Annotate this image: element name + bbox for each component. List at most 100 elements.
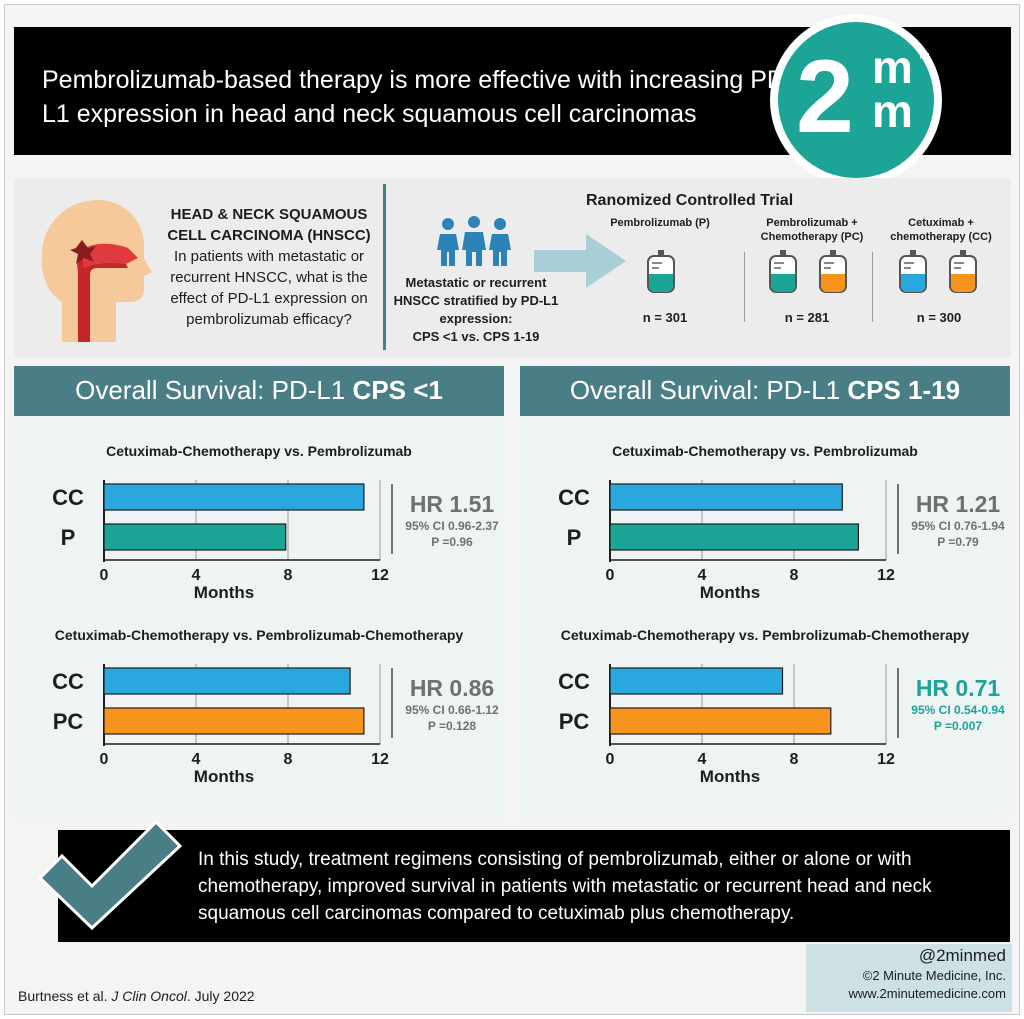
logo-badge [778, 22, 934, 178]
bar [609, 523, 859, 551]
arm-separator [872, 252, 873, 322]
stratification-groups: CPS <1 vs. CPS 1-19 [412, 329, 540, 344]
social-handle: @2minmed [918, 946, 1006, 965]
confidence-interval: 95% CI 0.66-1.12 [405, 703, 499, 717]
question-title: HEAD & NECK SQUAMOUS CELL CARCINOMA (HNS… [167, 206, 371, 244]
study-overview-panel: HEAD & NECK SQUAMOUS CELL CARCINOMA (HNS… [14, 178, 1011, 358]
checkmark-icon [37, 820, 183, 930]
section-divider [383, 184, 386, 350]
x-tick-label: 4 [192, 751, 201, 768]
citation-authors: Burtness et al. [18, 988, 112, 1004]
citation-journal: J Clin Oncol [111, 988, 187, 1004]
citation-date: . July 2022 [186, 988, 255, 1004]
x-tick-label: 12 [877, 751, 895, 768]
category-label: PC [53, 709, 84, 734]
comparison-title: Cetuximab-Chemotherapy vs. Pembrolizumab [106, 443, 412, 459]
conclusion-text: In this study, treatment regimens consis… [198, 849, 932, 924]
x-tick-label: 8 [790, 567, 799, 584]
x-axis-label: Months [700, 767, 760, 786]
stratification-text: Metastatic or recurrent HNSCC stratified… [392, 274, 560, 346]
x-tick-label: 4 [192, 567, 201, 584]
arm-separator [744, 252, 745, 322]
category-label: P [567, 525, 582, 550]
p-value: P =0.128 [428, 719, 476, 733]
bar [103, 667, 351, 695]
x-tick-label: 8 [284, 751, 293, 768]
logo-trademark: TM [918, 52, 930, 61]
panel-title: Overall Survival: PD-L1 CPS <1 [14, 366, 504, 416]
comparison-title: Cetuximab-Chemotherapy vs. Pembrolizumab… [561, 627, 970, 643]
p-value: P =0.96 [431, 535, 473, 549]
x-tick-label: 4 [698, 751, 707, 768]
x-tick-label: 8 [284, 567, 293, 584]
citation: Burtness et al. J Clin Oncol. July 2022 [18, 988, 255, 1004]
panel-title-prefix: Overall Survival: PD-L1 [75, 375, 353, 405]
arrow-right-icon [534, 234, 626, 288]
iv-bag-teal-icon [647, 250, 675, 293]
x-tick-label: 12 [371, 567, 389, 584]
confidence-interval: 95% CI 0.96-2.37 [405, 519, 499, 533]
x-tick-label: 0 [100, 567, 109, 584]
x-tick-label: 0 [100, 751, 109, 768]
x-tick-label: 0 [606, 567, 615, 584]
arm-cetuximab-chemo-label: Cetuximab + chemotherapy (CC) [880, 216, 1002, 244]
patients-group-icon [437, 216, 511, 266]
panel-title-bold: CPS 1-19 [847, 375, 961, 405]
page-title: Pembrolizumab-based therapy is more effe… [42, 66, 794, 128]
website-link[interactable]: www.2minutemedicine.com [848, 986, 1006, 1001]
footer-brand-box: @2minmed ©2 Minute Medicine, Inc. www.2m… [806, 944, 1012, 1012]
research-question: HEAD & NECK SQUAMOUS CELL CARCINOMA (HNS… [154, 204, 384, 330]
iv-bag-orange-icon [949, 250, 977, 293]
arm-label-line: Pembrolizumab + [766, 217, 858, 229]
x-tick-label: 12 [371, 751, 389, 768]
x-tick-label: 0 [606, 751, 615, 768]
head-profile-icon [41, 200, 152, 342]
survival-chart: Cetuximab-Chemotherapy vs. Pembrolizumab… [558, 443, 1005, 786]
x-axis-label: Months [194, 767, 254, 786]
iv-bag-blue-icon [899, 250, 927, 293]
arm-pembro-chemo-label: Pembrolizumab + Chemotherapy (PC) [744, 216, 880, 244]
p-value: P =0.007 [934, 719, 982, 733]
category-label: CC [52, 485, 84, 510]
panel-title-prefix: Overall Survival: PD-L1 [569, 375, 848, 405]
p-value: P =0.79 [937, 535, 979, 549]
x-tick-label: 12 [877, 567, 895, 584]
hazard-ratio: HR 0.86 [410, 675, 494, 701]
bar [103, 523, 287, 551]
arm-label-line: Cetuximab + [908, 217, 974, 229]
comparison-title: Cetuximab-Chemotherapy vs. Pembrolizumab [612, 443, 918, 459]
category-label: CC [558, 485, 590, 510]
hazard-ratio: HR 0.71 [916, 675, 1001, 701]
arm-label-line: chemotherapy (CC) [890, 231, 992, 243]
arm-n-count: n = 281 [784, 310, 830, 325]
survival-chart: Cetuximab-Chemotherapy vs. Pembrolizumab… [52, 443, 499, 786]
category-label: PC [559, 709, 590, 734]
hazard-ratio: HR 1.51 [410, 491, 495, 517]
x-tick-label: 8 [790, 751, 799, 768]
x-axis-label: Months [700, 583, 760, 602]
question-text: In patients with metastatic or recurrent… [170, 248, 368, 328]
category-label: CC [52, 669, 84, 694]
panel-cps-1-19: Overall Survival: PD-L1 CPS 1-19 Cetuxim… [520, 366, 1010, 818]
bar [609, 483, 843, 511]
rct-title: Ranomized Controlled Trial [586, 192, 794, 209]
bar [103, 707, 365, 735]
category-label: P [61, 525, 76, 550]
logo-digit: 2 [796, 39, 854, 155]
conclusion-banner: In this study, treatment regimens consis… [58, 830, 1010, 942]
copyright: ©2 Minute Medicine, Inc. [862, 968, 1006, 983]
arm-pembrolizumab-label: Pembrolizumab (P) [600, 216, 720, 230]
logo-letter-top: m [872, 41, 913, 93]
arm-label-line: Pembrolizumab (P) [610, 217, 710, 229]
iv-bag-teal-icon [769, 250, 797, 293]
panel-cps-lt1: Overall Survival: PD-L1 CPS <1 Cetuximab… [14, 366, 504, 818]
category-label: CC [558, 669, 590, 694]
stratification-label: Metastatic or recurrent HNSCC stratified… [393, 275, 559, 326]
comparison-title: Cetuximab-Chemotherapy vs. Pembrolizumab… [55, 627, 464, 643]
confidence-interval: 95% CI 0.76-1.94 [911, 519, 1005, 533]
bar [609, 667, 784, 695]
arm-n-count: n = 301 [642, 310, 688, 325]
x-axis-label: Months [194, 583, 254, 602]
x-tick-label: 4 [698, 567, 707, 584]
hazard-ratio: HR 1.21 [916, 491, 1001, 517]
